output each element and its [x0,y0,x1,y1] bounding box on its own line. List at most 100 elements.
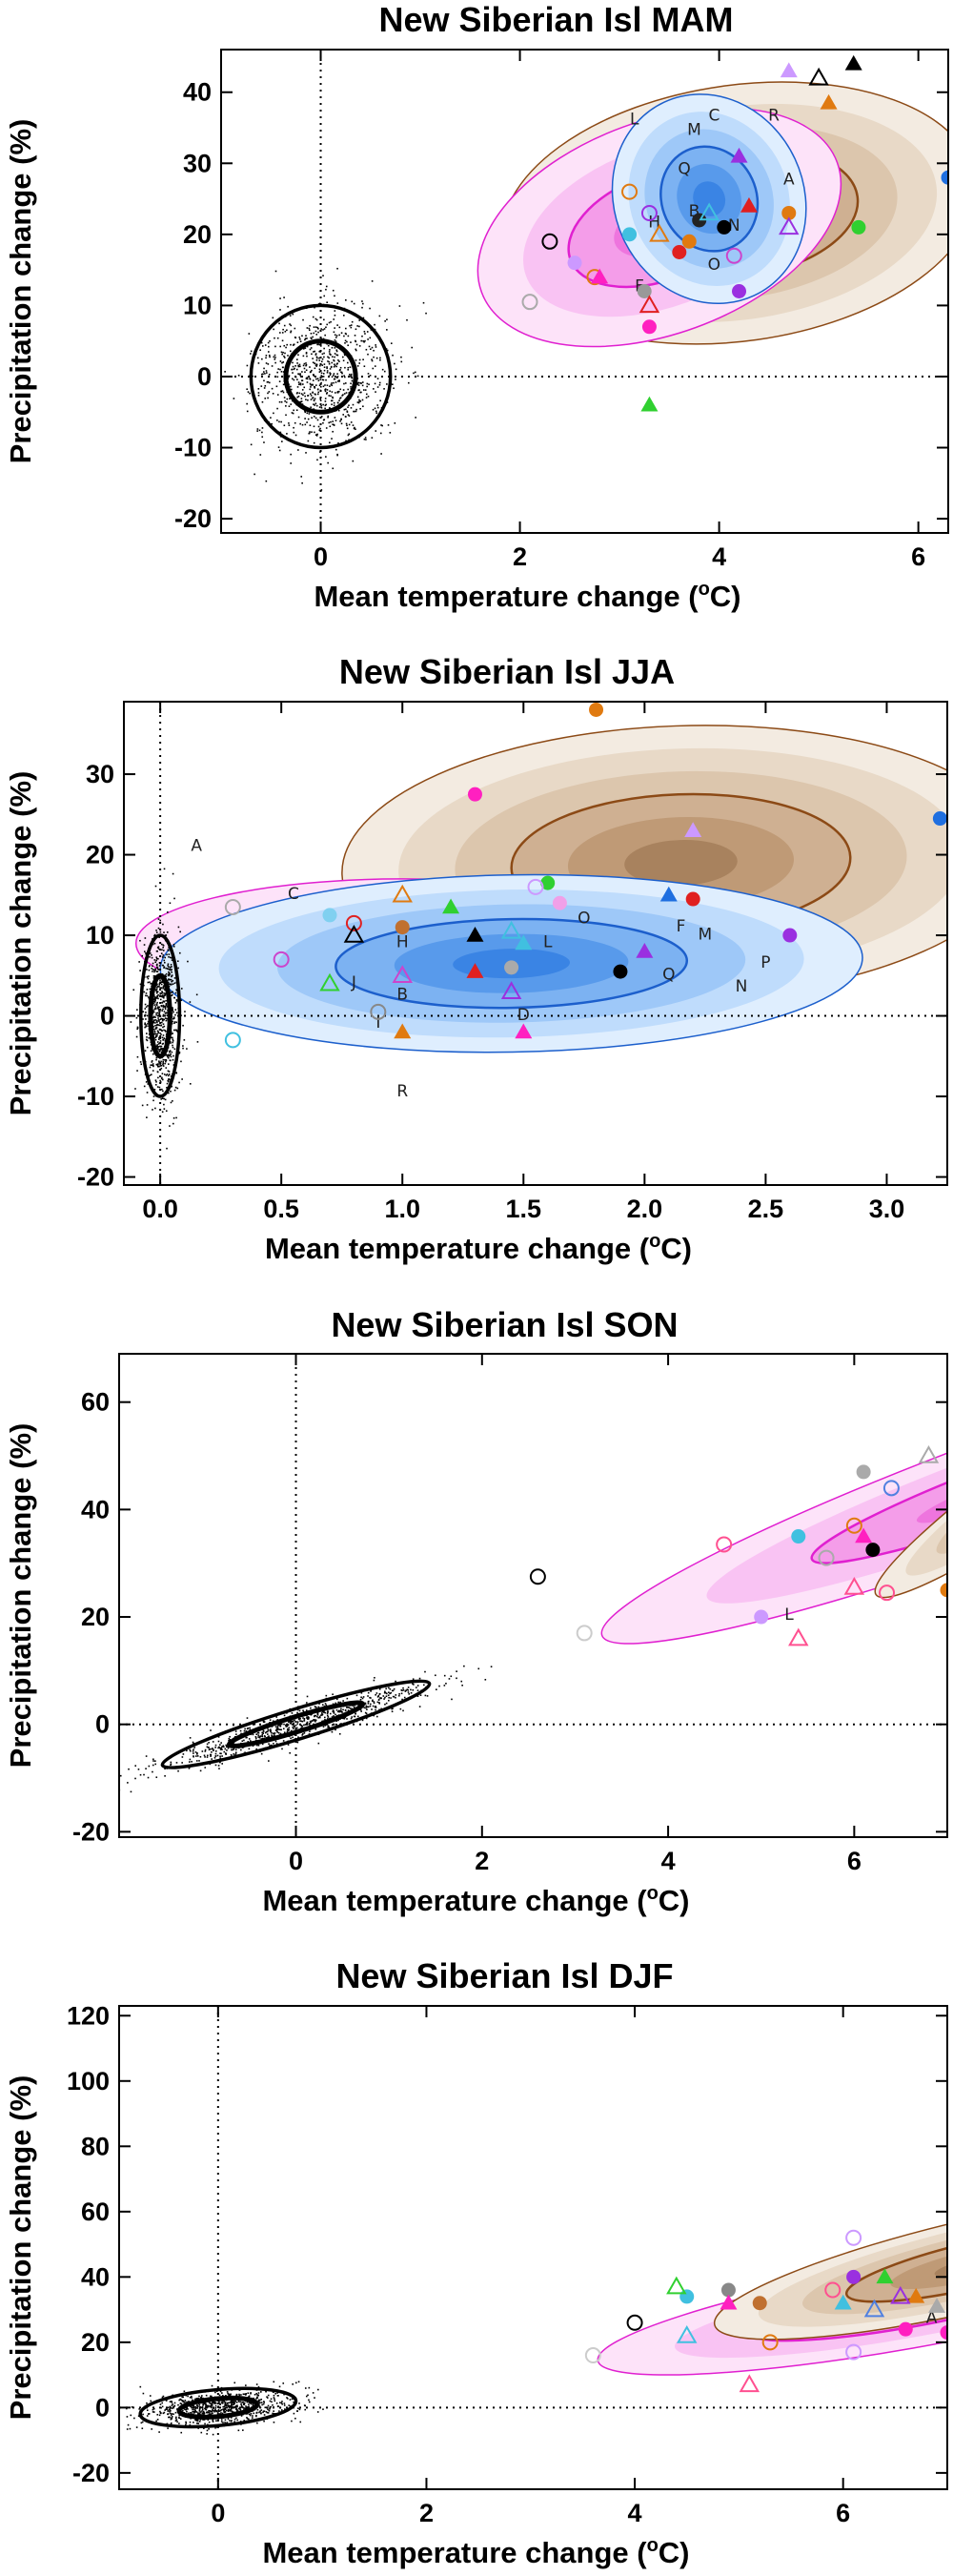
noise-dot [320,416,323,418]
noise-dot [305,399,307,401]
noise-dot [318,371,321,373]
noise-dot [336,453,338,456]
noise-dot [304,411,307,414]
model-point [907,2287,925,2303]
noise-dot [299,422,301,425]
noise-dot [282,391,285,394]
noise-dot [238,2407,240,2410]
noise-dot [153,971,155,973]
noise-dot [277,446,280,448]
noise-dot [257,1736,259,1738]
noise-dot [245,2405,247,2407]
noise-dot [148,2413,151,2415]
noise-dot [186,2401,188,2403]
noise-dot [281,440,283,442]
noise-dot [314,1714,317,1717]
noise-dot [288,405,291,407]
y-tick-label: 10 [183,291,212,319]
noise-dot [336,373,338,375]
model-letter-label: O [708,256,720,275]
noise-dot [344,376,346,378]
model-letter-label: Q [662,966,675,985]
noise-dot [312,397,314,399]
noise-dot [263,379,265,382]
noise-dot [303,1717,306,1720]
noise-dot [268,351,270,353]
noise-dot [378,1702,380,1704]
noise-dot [156,2419,159,2421]
noise-dot [172,946,175,948]
model-point [370,1003,387,1020]
noise-dot [169,1125,171,1127]
noise-dot [163,1097,165,1100]
noise-dot [172,983,174,985]
noise-dot [257,1744,260,1747]
noise-dot [358,319,360,321]
noise-dot [214,1747,216,1748]
noise-dot [159,987,162,990]
noise-dot [153,934,155,937]
plot-frame [118,2005,948,2490]
noise-dot [337,1701,339,1704]
noise-dot [277,1731,280,1734]
x-tick-label: 0 [289,1847,303,1875]
noise-dot [199,2419,202,2421]
noise-dot [271,387,274,390]
noise-dot [335,381,337,383]
noise-dot [310,399,313,400]
noise-dot [373,1702,375,1705]
noise-dot [209,1753,212,1756]
noise-dot [375,430,377,432]
noise-dot [274,1740,277,1743]
noise-dot [172,1122,174,1125]
noise-dot [158,936,160,939]
noise-dot [351,1707,353,1710]
y-tick-label: -10 [77,1082,114,1111]
noise-dot [174,1001,177,1004]
noise-dot [354,410,355,413]
noise-dot [261,1733,264,1736]
noise-dot [221,2412,224,2415]
model-point [730,147,748,163]
noise-dot [300,1725,303,1727]
model-point [659,886,678,902]
noise-dot [184,1011,186,1012]
noise-dot [223,2410,225,2413]
noise-dot [292,1736,294,1739]
noise-dot [155,1012,157,1014]
noise-dot [290,1737,292,1740]
noise-dot [155,1020,158,1023]
noise-dot [309,324,311,327]
model-point [754,1609,769,1625]
noise-dot [154,1107,156,1110]
noise-dot [332,397,335,399]
noise-dot [206,2411,208,2414]
noise-dot [335,1724,337,1726]
noise-dot [203,1754,206,1757]
model-point [941,170,948,185]
noise-dot [158,1065,160,1068]
model-point [699,202,720,221]
noise-dot [356,325,358,327]
noise-dot [277,368,279,370]
noise-dot [161,1043,164,1045]
noise-dot [168,1073,171,1075]
noise-dot [173,2404,176,2407]
noise-dot [305,363,308,366]
noise-dot [267,2408,269,2411]
noise-dot [280,2402,283,2404]
noise-dot [193,1752,194,1754]
noise-dot [166,2408,168,2411]
noise-dot [366,1708,368,1710]
noise-dot [154,1763,157,1766]
noise-dot [255,2396,258,2399]
noise-dot [360,1710,362,1712]
noise-dot [204,1748,207,1751]
noise-dot [201,2412,204,2415]
noise-dot [308,1733,311,1735]
noise-dot [264,373,266,375]
noise-dot [326,1714,329,1717]
noise-dot [222,2394,224,2397]
x-tick-label: 4 [712,542,726,571]
noise-dot [410,1691,413,1694]
